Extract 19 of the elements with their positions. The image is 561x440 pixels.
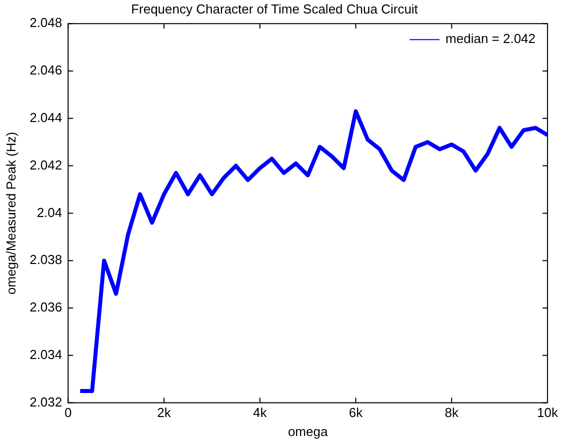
y-tick-label: 2.042	[30, 157, 62, 172]
chart-title: Frequency Character of Time Scaled Chua Circuit	[131, 1, 418, 16]
x-tick-label: 10k	[537, 405, 558, 420]
y-tick-label: 2.044	[30, 110, 62, 125]
y-tick-label: 2.034	[30, 346, 62, 362]
y-tick-label: 2.032	[30, 394, 62, 410]
x-tick-label: 6k	[348, 405, 364, 420]
legend-label: median = 2.042	[446, 31, 536, 46]
y-axis-title: omega/Measured Peak (Hz)	[3, 132, 18, 294]
y-tick-label: 2.038	[30, 252, 62, 268]
y-tick-label: 2.046	[30, 62, 62, 78]
y-tick-label: 2.04	[36, 204, 62, 220]
x-tick-label: 4k	[253, 405, 268, 420]
y-tick-label: 2.036	[30, 300, 62, 315]
x-tick-label: 8k	[444, 405, 460, 420]
y-tick-label: 2.048	[30, 15, 62, 30]
x-axis-title: omega	[288, 424, 328, 439]
x-tick-label: 0	[64, 405, 72, 420]
x-tick-label: 2k	[157, 405, 172, 420]
